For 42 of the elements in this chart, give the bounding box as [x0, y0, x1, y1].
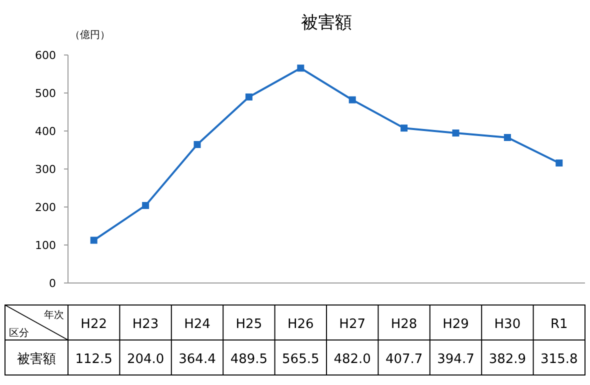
text: 区分 [9, 327, 29, 339]
data-label: 382.9 [488, 352, 526, 367]
point [142, 202, 150, 209]
x-tick-label: H24 [184, 317, 210, 332]
data-label: 489.5 [230, 352, 268, 367]
y-tick-label: 300 [35, 163, 56, 176]
point [90, 236, 98, 244]
data-label: 315.8 [540, 352, 578, 367]
x-tick-label: H30 [494, 317, 521, 332]
point [504, 134, 511, 141]
data-label: 364.4 [178, 352, 216, 367]
y-tick-label: 400 [35, 125, 56, 138]
y-tick-label: 200 [35, 201, 56, 214]
text: 年次 [44, 309, 64, 321]
x-tick-label: H22 [80, 317, 108, 332]
x-tick-label: R1 [550, 317, 568, 332]
point [452, 130, 460, 137]
x-tick-label: H28 [390, 317, 418, 332]
point [400, 124, 408, 132]
data-label: 204.0 [126, 352, 164, 367]
point [245, 93, 252, 100]
chart-title: 被害額 [301, 13, 352, 33]
point [348, 96, 356, 104]
y-tick-label: 500 [35, 87, 56, 100]
y-axis-title: （億円） [70, 29, 110, 41]
x-tick-label: H25 [236, 317, 262, 332]
data-label: 407.7 [385, 352, 423, 367]
text: 被害額 [17, 351, 56, 367]
data-label: 482.0 [334, 352, 371, 367]
y-tick-label: 100 [35, 239, 56, 252]
data-label: 394.7 [437, 352, 474, 367]
point [194, 141, 201, 148]
x-tick-label: H27 [339, 317, 366, 332]
x-tick-label: H23 [132, 317, 159, 332]
point [556, 159, 563, 166]
point [297, 64, 304, 72]
x-tick-label: H29 [442, 317, 469, 332]
data-label: 565.5 [282, 352, 320, 367]
x-tick-label: H26 [287, 317, 314, 332]
data-label: 112.5 [75, 352, 112, 367]
y-tick-label: 600 [35, 49, 56, 62]
y-tick-label: 0 [49, 277, 56, 290]
